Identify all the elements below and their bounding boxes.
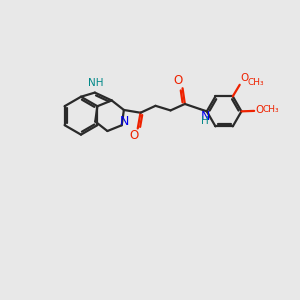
Text: CH₃: CH₃ bbox=[248, 78, 264, 87]
Text: O: O bbox=[129, 129, 138, 142]
Text: NH: NH bbox=[88, 78, 103, 88]
Text: N: N bbox=[120, 115, 130, 128]
Text: O: O bbox=[241, 74, 249, 83]
Text: CH₃: CH₃ bbox=[262, 106, 279, 115]
Text: N: N bbox=[201, 110, 210, 122]
Text: O: O bbox=[255, 105, 263, 115]
Text: H: H bbox=[201, 116, 208, 126]
Text: O: O bbox=[174, 74, 183, 87]
